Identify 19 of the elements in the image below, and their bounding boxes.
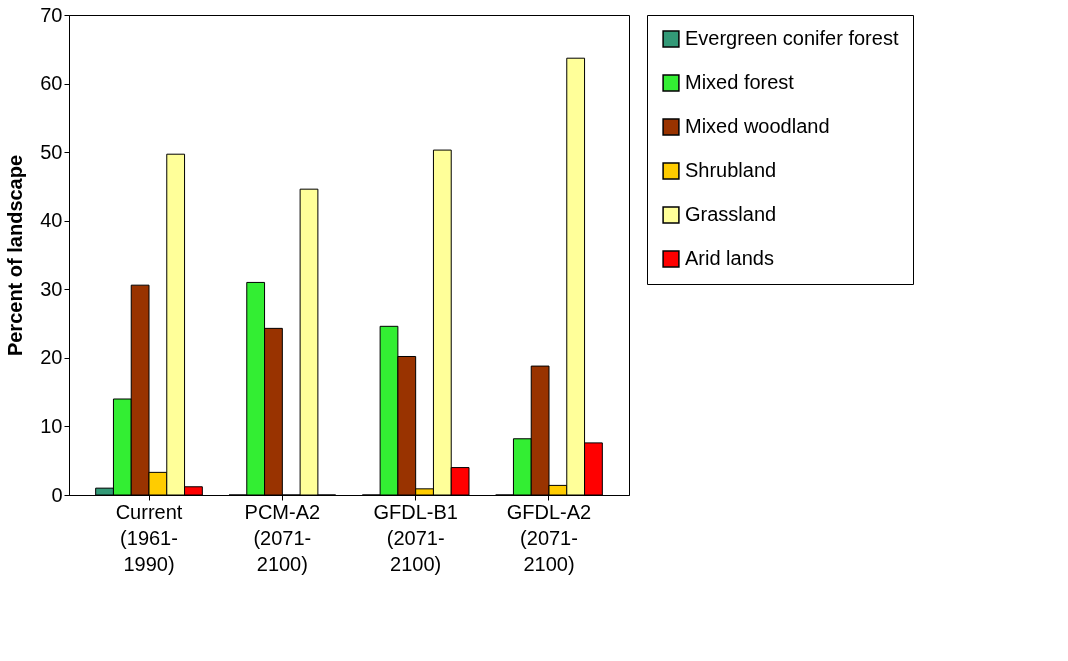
y-tick-label: 70 — [40, 3, 63, 26]
y-tick-label: 30 — [40, 277, 63, 300]
legend-label: Arid lands — [685, 247, 774, 269]
y-tick-label: 40 — [40, 209, 63, 232]
x-tick-label: GFDL-B1 (2071-2100) — [373, 500, 458, 575]
x-tick-label: GFDL-A2 (2071-2100) — [506, 500, 592, 575]
y-tick-label: 20 — [40, 346, 63, 369]
y-tick-label: 0 — [51, 483, 63, 506]
y-tick-label: 60 — [40, 72, 63, 95]
legend-label: Shrubland — [685, 159, 777, 181]
y-tick-label: 10 — [40, 414, 63, 437]
x-tick-label: Current (1961-1990) — [115, 500, 183, 575]
y-tick-label: 50 — [40, 140, 63, 163]
x-tick-label: PCM-A2 (2071-2100) — [244, 500, 321, 575]
legend-label: Mixed woodland — [685, 115, 830, 137]
legend-label: Mixed forest — [685, 71, 795, 93]
legend-label: Evergreen conifer forest — [685, 27, 899, 49]
legend-label: Grassland — [685, 203, 777, 225]
y-axis-title: Percent of landscape — [4, 154, 27, 357]
